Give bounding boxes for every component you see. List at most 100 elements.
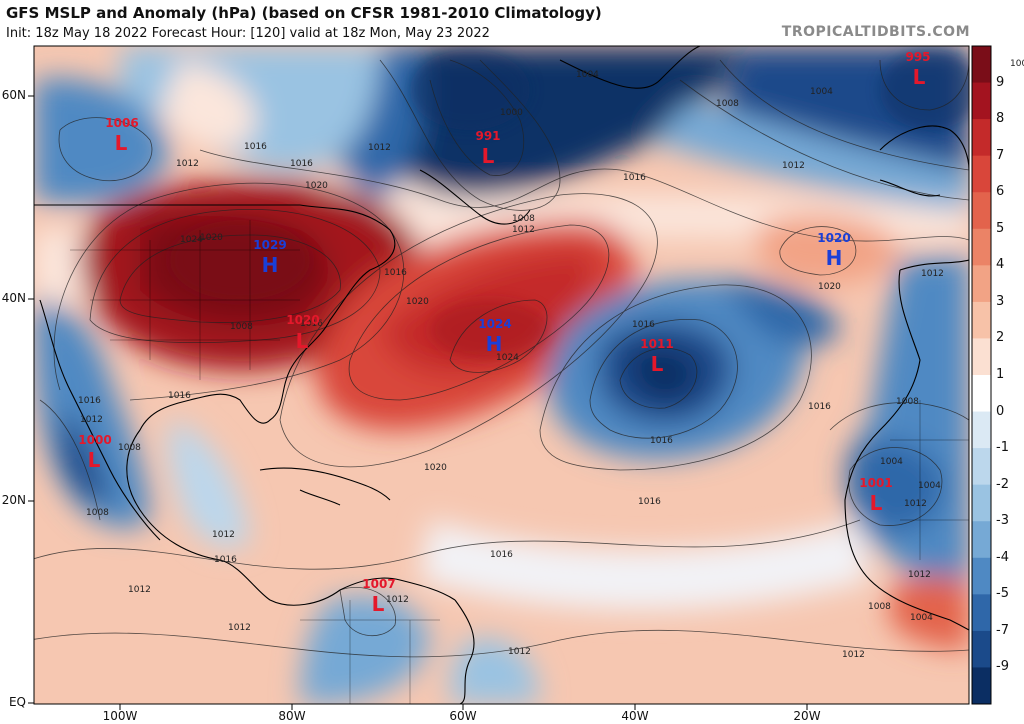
isobar-label: 1016 <box>300 319 323 329</box>
low-center: 1001 L <box>859 476 892 515</box>
isobar-label: 1008 <box>118 443 141 453</box>
colorbar-label: 5 <box>996 220 1005 236</box>
low-symbol: L <box>913 65 926 89</box>
high-value: 1029 <box>253 238 286 252</box>
colorbar-label: -1 <box>996 440 1009 456</box>
isobar-label: 1008 <box>86 508 109 518</box>
colorbar-swatch <box>972 557 991 595</box>
low-symbol: L <box>372 592 385 616</box>
low-value: 1020 <box>286 313 319 327</box>
isobars <box>34 59 969 658</box>
colorbar-swatch <box>972 594 991 632</box>
colorbar-swatch <box>972 521 991 559</box>
colorbar-label: -4 <box>996 549 1009 565</box>
isobar-label: 1012 <box>368 143 391 153</box>
low-center: 995 L <box>905 50 930 89</box>
low-center: 1006 L <box>105 116 138 155</box>
isobar-label: 1024 <box>180 235 203 245</box>
isobar-label: 1012 <box>228 623 251 633</box>
isobar-label: 1004 <box>910 613 933 623</box>
isobar-label: 1012 <box>904 499 927 509</box>
colorbar-swatch <box>972 265 991 303</box>
colorbar-frame <box>971 45 992 705</box>
isobar-label: 1012 <box>176 159 199 169</box>
lat-label-60n: 60N <box>1 88 26 102</box>
isobar-label: 1008 <box>512 214 535 224</box>
isobar-label: 1020 <box>305 181 328 191</box>
isobar-label: 1004 <box>918 481 941 491</box>
low-value: 1001 <box>859 476 892 490</box>
low-center: 1020 L <box>286 313 319 353</box>
isobar-label: 1016 <box>808 402 831 412</box>
coastlines <box>34 46 969 704</box>
colorbar-swatch <box>972 667 991 705</box>
low-symbol: L <box>870 491 883 515</box>
isobar-label: 1012 <box>80 415 103 425</box>
isobar-label: 1012 <box>921 269 944 279</box>
isobar-label: 1004 <box>810 87 833 97</box>
colorbar <box>971 45 992 705</box>
colorbar-label: 8 <box>996 111 1005 127</box>
colorbar-label: 6 <box>996 184 1005 200</box>
low-center: 1011 L <box>640 337 673 376</box>
high-value: 1020 <box>817 231 850 245</box>
low-value: 995 <box>905 50 930 64</box>
low-value: 1011 <box>640 337 673 351</box>
isobar-label: 1012 <box>782 161 805 171</box>
isobar-label: 1004 <box>576 70 599 80</box>
lat-label-eq: EQ <box>8 695 26 709</box>
colorbar-swatch <box>972 192 991 230</box>
isobar-label: 1020 <box>200 233 223 243</box>
colorbar-swatch <box>972 375 991 413</box>
low-value: 991 <box>475 129 500 143</box>
colorbar-swatch <box>972 228 991 266</box>
colorbar-label: -2 <box>996 476 1009 492</box>
colorbar-swatch <box>972 411 991 449</box>
high-center: 1024 H <box>478 317 511 356</box>
low-symbol: L <box>482 144 495 168</box>
colorbar-swatch <box>972 484 991 522</box>
isobar-label: 1012 <box>842 650 865 660</box>
isobar-label: 1008 <box>716 99 739 109</box>
site-credit: TROPICALTIDBITS.COM <box>781 24 970 40</box>
chart-subtitle: Init: 18z May 18 2022 Forecast Hour: [12… <box>6 26 490 41</box>
isobar-label: 1008 <box>868 602 891 612</box>
lon-label-20w: 20W <box>793 709 821 723</box>
colorbar-swatch <box>972 155 991 193</box>
isobar-label: 1016 <box>384 268 407 278</box>
high-center: 1020 H <box>817 231 850 270</box>
isobar-label: 1012 <box>128 585 151 595</box>
isobar-label: 1008 <box>896 397 919 407</box>
low-symbol: L <box>651 352 664 376</box>
isobar-label: 1004 <box>880 457 903 467</box>
isobar-label: 1008 <box>230 322 253 332</box>
isobar-labels: 1008 1004 1000 1008 1004 1016 1012 1016 … <box>78 59 1024 660</box>
lon-label-80w: 80W <box>278 709 306 723</box>
high-symbol: H <box>826 246 843 270</box>
high-symbol: H <box>486 332 503 356</box>
plot-frame <box>33 45 970 705</box>
isobar-label: 1020 <box>818 282 841 292</box>
low-value: 1007 <box>362 577 395 591</box>
isobar-label: 1016 <box>168 391 191 401</box>
axis-ticks <box>28 95 808 710</box>
isobar-label: 1016 <box>650 436 673 446</box>
chart-title: GFS MSLP and Anomaly (hPa) (based on CFS… <box>6 4 602 22</box>
colorbar-label: 7 <box>996 147 1005 163</box>
colorbar-label: -9 <box>996 659 1009 675</box>
colorbar-swatch <box>972 301 991 339</box>
high-center: 1029 H <box>253 238 286 277</box>
colorbar-label: 3 <box>996 293 1005 309</box>
isobar-label: 1016 <box>244 142 267 152</box>
lon-label-100w: 100W <box>102 709 138 723</box>
colorbar-label: -5 <box>996 586 1009 602</box>
colorbar-label: -3 <box>996 513 1009 529</box>
low-symbol: L <box>88 448 101 472</box>
colorbar-swatch <box>972 448 991 486</box>
isobar-label: 1000 <box>500 108 523 118</box>
lat-label-40n: 40N <box>1 291 26 305</box>
low-symbol: L <box>115 131 128 155</box>
colorbar-swatch <box>972 119 991 157</box>
lon-label-40w: 40W <box>621 709 649 723</box>
